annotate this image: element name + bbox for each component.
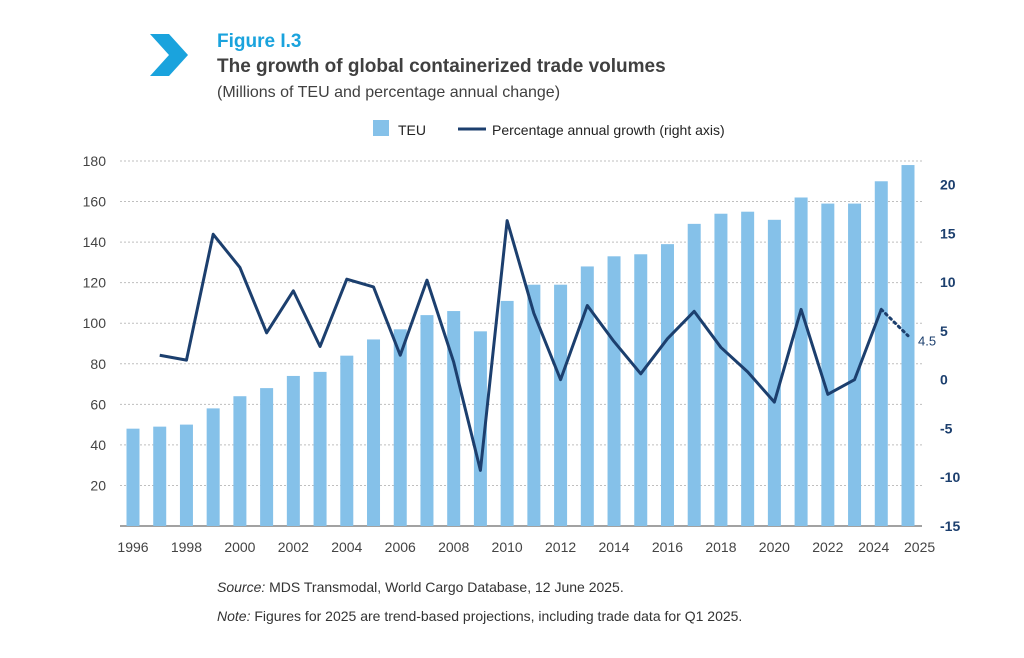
chart: TEU Percentage annual growth (right axis… — [83, 120, 960, 555]
growth-line — [159, 219, 910, 472]
teu-bar — [233, 396, 247, 526]
right-tick-label: -15 — [940, 518, 960, 534]
teu-bar — [447, 311, 461, 526]
teu-bar — [179, 424, 193, 526]
teu-bar — [554, 284, 568, 526]
chart-title: The growth of global containerized trade… — [217, 56, 666, 77]
right-axis-ticks: -15 -10 -5 0 5 10 15 20 — [940, 177, 960, 534]
teu-bar — [260, 388, 274, 526]
note-text: Figures for 2025 are trend-based project… — [250, 608, 743, 624]
teu-bar — [527, 284, 541, 526]
x-tick-label: 2002 — [278, 539, 309, 555]
teu-bar — [794, 197, 808, 526]
teu-bar — [634, 254, 648, 526]
left-tick-label: 60 — [90, 396, 106, 412]
left-tick-label: 80 — [90, 356, 106, 372]
right-tick-label: 0 — [940, 372, 948, 388]
teu-bar — [660, 244, 674, 526]
teu-bar — [714, 213, 728, 526]
teu-bar — [313, 371, 327, 526]
right-tick-label: 15 — [940, 225, 956, 241]
x-tick-label: 2012 — [545, 539, 576, 555]
source-text: MDS Transmodal, World Cargo Database, 12… — [265, 579, 624, 595]
left-tick-label: 120 — [83, 275, 107, 291]
chart-legend: TEU Percentage annual growth (right axis… — [373, 120, 725, 138]
x-tick-label: 2014 — [598, 539, 629, 555]
right-tick-label: -5 — [940, 420, 953, 436]
legend-label-teu: TEU — [398, 122, 426, 138]
teu-bar — [767, 219, 781, 527]
left-axis-ticks: 20 40 60 80 100 120 140 160 180 — [83, 153, 107, 493]
source-prefix: Source: — [217, 579, 266, 595]
x-tick-label: 2010 — [492, 539, 523, 555]
left-tick-label: 20 — [90, 477, 106, 493]
chart-subtitle: (Millions of TEU and percentage annual c… — [217, 84, 561, 101]
teu-bar — [367, 339, 381, 526]
teu-bar — [607, 256, 621, 526]
teu-bar — [206, 408, 220, 526]
teu-bar — [500, 300, 514, 526]
right-tick-label: -10 — [940, 469, 960, 485]
right-tick-label: 5 — [940, 323, 948, 339]
grid-lines — [120, 160, 922, 527]
teu-bars — [126, 165, 915, 527]
teu-bar — [821, 203, 835, 527]
x-tick-label: 2004 — [331, 539, 362, 555]
teu-bar — [848, 203, 862, 527]
left-tick-label: 180 — [83, 153, 107, 169]
teu-bar — [420, 315, 434, 526]
teu-bar — [580, 266, 594, 526]
teu-bar — [687, 223, 701, 526]
teu-bar — [126, 428, 140, 526]
growth-line-solid — [159, 219, 883, 472]
teu-bar — [286, 375, 300, 526]
teu-bar — [741, 211, 755, 526]
x-tick-label: 2025 — [904, 539, 935, 555]
source-line: Source: MDS Transmodal, World Cargo Data… — [217, 579, 624, 595]
right-tick-label: 20 — [940, 177, 956, 193]
x-axis-ticks: 1996 1998 2000 2002 2004 2006 2008 2010 2012 2014… — [117, 539, 935, 555]
teu-bar — [153, 426, 167, 526]
chevron-arrow-icon — [150, 34, 188, 76]
x-tick-label: 2006 — [385, 539, 416, 555]
teu-bar — [901, 165, 915, 527]
note-line: Note: Figures for 2025 are trend-based p… — [217, 608, 742, 624]
annotation-label: 4.5 — [918, 334, 936, 349]
x-tick-label: 2020 — [759, 539, 790, 555]
teu-bar — [874, 181, 888, 526]
teu-bar — [473, 331, 487, 526]
left-tick-label: 160 — [83, 194, 107, 210]
x-tick-label: 2016 — [652, 539, 683, 555]
teu-bar — [393, 329, 407, 526]
legend-swatch-teu — [373, 120, 389, 136]
growth-line-projection — [879, 307, 910, 338]
x-tick-label: 2018 — [705, 539, 736, 555]
x-tick-label: 2000 — [224, 539, 255, 555]
teu-bar — [340, 355, 354, 526]
right-tick-label: 10 — [940, 274, 956, 290]
left-tick-label: 40 — [90, 437, 106, 453]
x-tick-label: 2024 — [858, 539, 889, 555]
figure-label: Figure I.3 — [217, 31, 302, 52]
x-tick-label: 2022 — [812, 539, 843, 555]
x-tick-label: 1996 — [117, 539, 148, 555]
x-tick-label: 1998 — [171, 539, 202, 555]
legend-label-growth: Percentage annual growth (right axis) — [492, 122, 725, 138]
x-tick-label: 2008 — [438, 539, 469, 555]
note-prefix: Note: — [217, 608, 251, 624]
left-tick-label: 100 — [83, 315, 107, 331]
annotations: 4.5 — [918, 334, 936, 349]
left-tick-label: 140 — [83, 234, 107, 250]
